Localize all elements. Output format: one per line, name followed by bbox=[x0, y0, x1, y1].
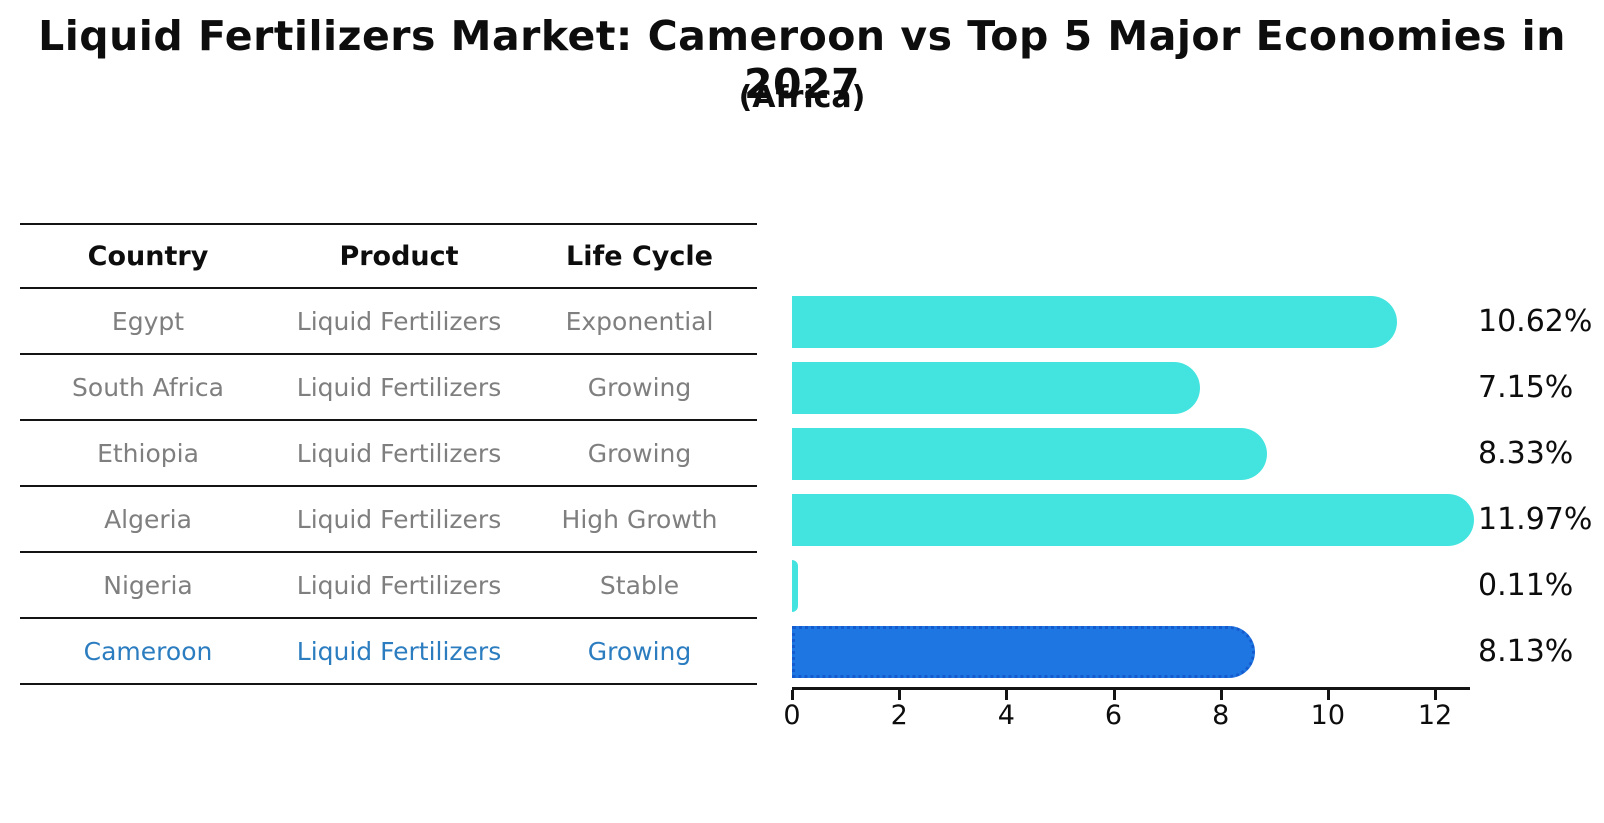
x-tick-mark-12 bbox=[1434, 690, 1437, 700]
cell-product: Liquid Fertilizers bbox=[296, 504, 502, 534]
cell-life-cycle: High Growth bbox=[561, 504, 718, 534]
cell-country: Cameroon bbox=[83, 636, 213, 666]
bar-row-south-africa bbox=[792, 355, 1482, 421]
x-axis-line bbox=[792, 687, 1470, 690]
x-tick-mark-6 bbox=[1112, 690, 1116, 700]
x-tick-label-0: 0 bbox=[783, 700, 801, 731]
x-tick-mark-2 bbox=[898, 690, 902, 700]
table-row-south-africa: South Africa Liquid Fertilizers Growing bbox=[20, 355, 757, 421]
column-header-country: Country bbox=[87, 240, 209, 272]
column-header-life-cycle: Life Cycle bbox=[566, 240, 713, 272]
bar-row-cameroon bbox=[792, 619, 1482, 685]
bar-row-algeria bbox=[792, 487, 1482, 553]
x-tick-mark-8 bbox=[1219, 690, 1223, 700]
bar-cameroon bbox=[792, 626, 1255, 678]
bar-chart-area bbox=[792, 289, 1482, 685]
chart-subtitle: (Africa) bbox=[738, 80, 866, 115]
x-tick-label-8: 8 bbox=[1212, 700, 1230, 731]
cell-product: Liquid Fertilizers bbox=[296, 636, 502, 666]
x-tick-label-10: 10 bbox=[1310, 700, 1345, 731]
cell-product: Liquid Fertilizers bbox=[296, 306, 502, 336]
cell-country: Nigeria bbox=[103, 570, 193, 600]
cell-life-cycle: Growing bbox=[587, 438, 692, 468]
table-row-egypt: Egypt Liquid Fertilizers Exponential bbox=[20, 289, 757, 355]
x-tick-mark-10 bbox=[1326, 690, 1330, 700]
cell-product: Liquid Fertilizers bbox=[296, 372, 502, 402]
bar-south-africa bbox=[792, 362, 1200, 414]
value-label-egypt: 10.62% bbox=[1478, 304, 1593, 339]
cell-country: Algeria bbox=[104, 504, 192, 534]
bar-row-egypt bbox=[792, 289, 1482, 355]
chart-title: Liquid Fertilizers Market: Cameroon vs T… bbox=[38, 12, 1566, 108]
cell-product: Liquid Fertilizers bbox=[296, 438, 502, 468]
value-label-algeria: 11.97% bbox=[1478, 502, 1593, 537]
x-tick-mark-0 bbox=[791, 690, 794, 700]
bar-algeria bbox=[792, 494, 1474, 546]
x-tick-label-6: 6 bbox=[1104, 700, 1123, 731]
table-row-nigeria: Nigeria Liquid Fertilizers Stable bbox=[20, 553, 757, 619]
x-tick-label-4: 4 bbox=[997, 700, 1015, 731]
x-tick-label-12: 12 bbox=[1417, 700, 1453, 731]
table-header-row: Country Product Life Cycle bbox=[20, 223, 757, 289]
cell-life-cycle: Stable bbox=[599, 570, 680, 600]
bar-row-ethiopia bbox=[792, 421, 1482, 487]
bar-nigeria bbox=[792, 560, 798, 612]
cell-country: Egypt bbox=[111, 306, 185, 336]
cell-life-cycle: Growing bbox=[587, 372, 692, 402]
cell-life-cycle: Growing bbox=[587, 636, 692, 666]
table-row-cameroon: Cameroon Liquid Fertilizers Growing bbox=[20, 619, 757, 685]
bar-ethiopia bbox=[792, 428, 1267, 480]
column-header-product: Product bbox=[339, 240, 459, 272]
value-label-south-africa: 7.15% bbox=[1478, 370, 1574, 405]
value-label-ethiopia: 8.33% bbox=[1478, 436, 1574, 471]
cell-product: Liquid Fertilizers bbox=[296, 570, 502, 600]
x-tick-label-2: 2 bbox=[890, 700, 908, 731]
table-row-algeria: Algeria Liquid Fertilizers High Growth bbox=[20, 487, 757, 553]
bar-egypt bbox=[792, 296, 1397, 348]
country-info-table: Country Product Life Cycle Egypt Liquid F… bbox=[20, 223, 757, 685]
bar-row-nigeria bbox=[792, 553, 1482, 619]
cell-country: South Africa bbox=[72, 372, 224, 402]
x-tick-mark-4 bbox=[1005, 690, 1009, 700]
cell-life-cycle: Exponential bbox=[565, 306, 714, 336]
value-label-cameroon: 8.13% bbox=[1478, 634, 1574, 669]
cell-country: Ethiopia bbox=[97, 438, 199, 468]
value-label-nigeria: 0.11% bbox=[1478, 568, 1574, 603]
table-row-ethiopia: Ethiopia Liquid Fertilizers Growing bbox=[20, 421, 757, 487]
